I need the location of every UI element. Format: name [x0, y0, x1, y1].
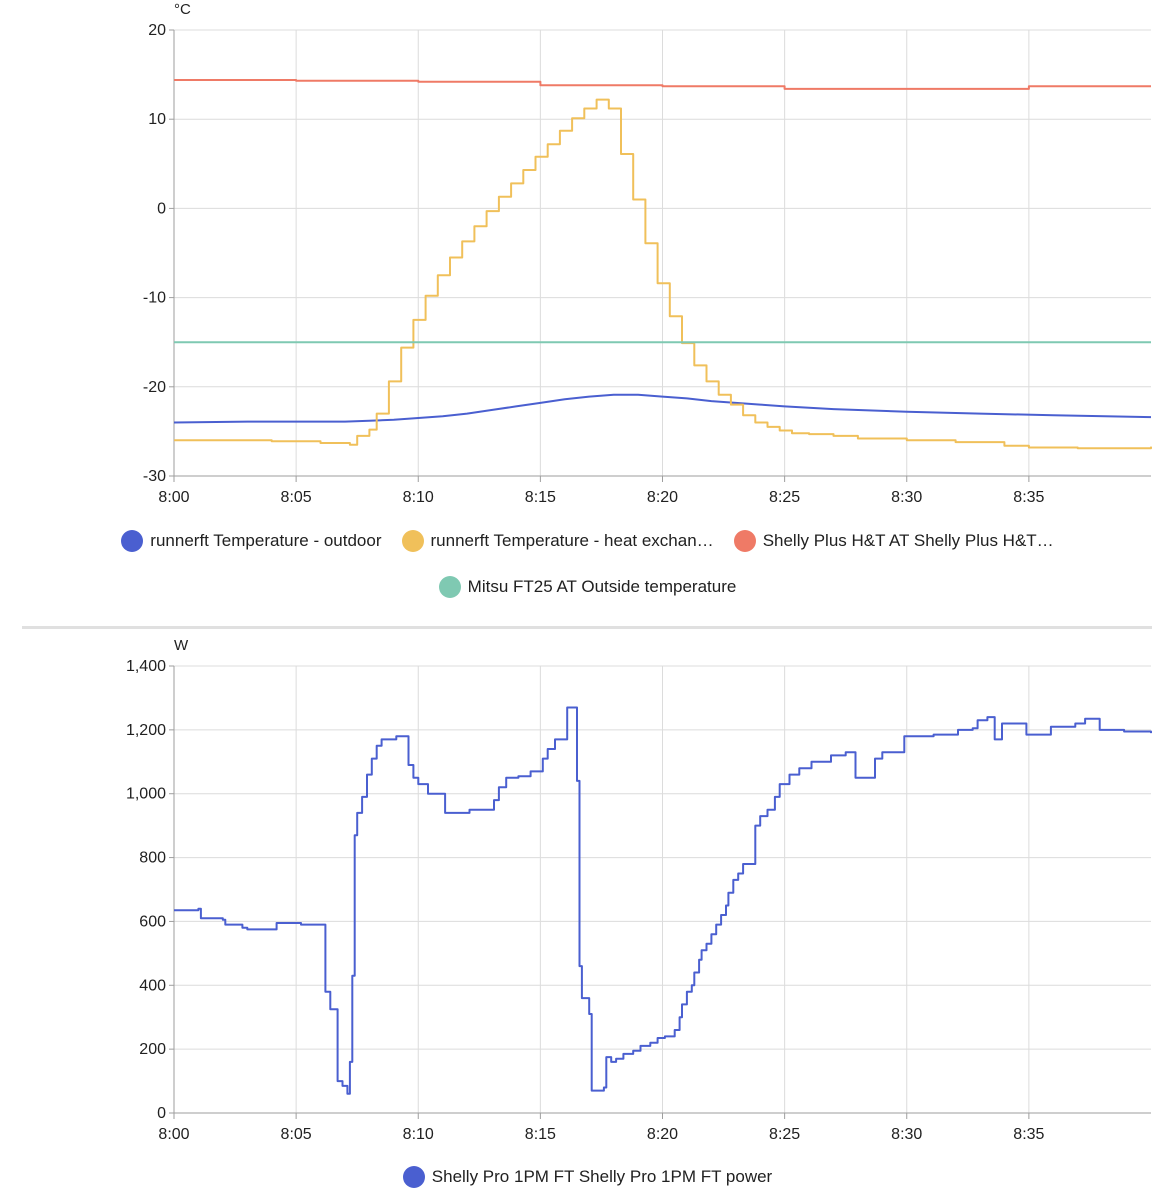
legend-label-outdoor: runnerft Temperature - outdoor [150, 531, 382, 550]
x-tick-label: 8:15 [525, 1126, 556, 1143]
y-tick-label: 600 [139, 913, 166, 930]
legend-item-shelly-ht[interactable]: Shelly Plus H&T AT Shelly Plus H&T… [733, 530, 1054, 552]
x-tick-label: 8:30 [891, 1126, 922, 1143]
legend-item-power[interactable]: Shelly Pro 1PM FT Shelly Pro 1PM FT powe… [402, 1166, 773, 1188]
y-tick-label: 800 [139, 850, 166, 867]
x-tick-label: 8:05 [281, 489, 312, 506]
power-legend: Shelly Pro 1PM FT Shelly Pro 1PM FT powe… [0, 1154, 1175, 1200]
legend-label-power: Shelly Pro 1PM FT Shelly Pro 1PM FT powe… [431, 1167, 773, 1186]
y-unit-label: °C [174, 1, 191, 18]
legend-item-mitsu[interactable]: Mitsu FT25 AT Outside temperature [438, 576, 737, 598]
x-tick-label: 8:05 [281, 1126, 312, 1143]
y-tick-label: 200 [139, 1041, 166, 1058]
y-tick-label: -10 [143, 290, 166, 307]
y-tick-label: 10 [148, 111, 166, 128]
temperature-legend: runnerft Temperature - outdoor runnerft … [0, 518, 1175, 610]
x-tick-label: 8:30 [891, 489, 922, 506]
legend-dot-heat-exchanger [401, 530, 424, 552]
chart-divider [22, 626, 1152, 629]
y-tick-label: 1,000 [126, 786, 166, 803]
x-tick-label: 8:25 [769, 489, 800, 506]
legend-dot-shelly-ht [733, 530, 756, 552]
y-tick-label: -20 [143, 379, 166, 396]
legend-label-mitsu: Mitsu FT25 AT Outside temperature [467, 577, 737, 596]
legend-label-heat-exchanger: runnerft Temperature - heat exchan… [430, 531, 714, 550]
series-line-0-2[interactable] [174, 79, 1151, 90]
x-tick-label: 8:00 [158, 1126, 189, 1143]
legend-dot-power [402, 1166, 425, 1188]
x-tick-label: 8:10 [403, 489, 434, 506]
power-chart: W 1,400 1,200 1,000 800 600 400 200 0 8:00 8:05 8:1… [126, 637, 1152, 1143]
x-tick-label: 8:15 [525, 489, 556, 506]
x-tick-label: 8:00 [158, 489, 189, 506]
temperature-chart: °C 20 10 0 -10 -20 -30 8:00 8:05 8:10 8:15 8:20 8:25… [143, 1, 1152, 506]
x-tick-label: 8:25 [769, 1126, 800, 1143]
y-tick-label: 1,400 [126, 658, 166, 675]
legend-item-outdoor[interactable]: runnerft Temperature - outdoor [121, 530, 382, 552]
x-tick-label: 8:35 [1013, 489, 1044, 506]
x-tick-label: 8:10 [403, 1126, 434, 1143]
series-line-1-0[interactable] [174, 706, 1152, 1095]
y-tick-label: 400 [139, 977, 166, 994]
y-tick-label: -30 [143, 468, 166, 485]
legend-dot-mitsu [438, 576, 461, 598]
y-tick-label: 20 [148, 22, 166, 39]
legend-dot-outdoor [121, 530, 144, 552]
legend-label-shelly-ht: Shelly Plus H&T AT Shelly Plus H&T… [762, 531, 1054, 550]
x-tick-label: 8:20 [647, 489, 678, 506]
x-tick-label: 8:35 [1013, 1126, 1044, 1143]
series-line-0-1[interactable] [174, 98, 1152, 450]
y-unit-label: W [174, 637, 189, 654]
x-tick-label: 8:20 [647, 1126, 678, 1143]
y-tick-label: 0 [157, 1105, 166, 1122]
legend-item-heat-exchanger[interactable]: runnerft Temperature - heat exchan… [401, 530, 714, 552]
y-tick-label: 1,200 [126, 722, 166, 739]
y-tick-label: 0 [157, 200, 166, 217]
